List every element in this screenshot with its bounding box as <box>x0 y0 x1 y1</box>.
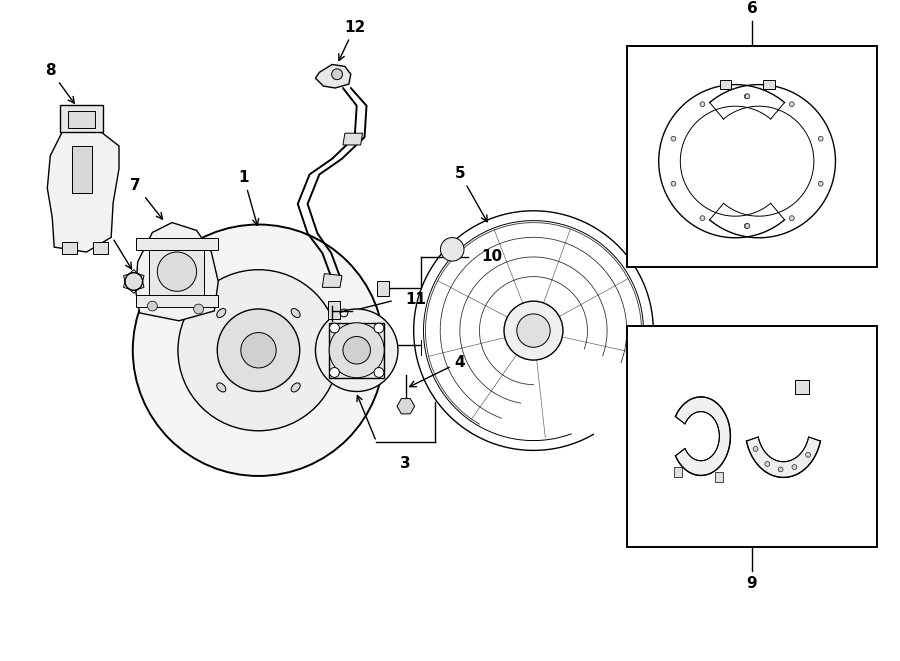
Circle shape <box>194 304 203 314</box>
Bar <box>626 46 878 267</box>
Bar <box>72 146 92 193</box>
Ellipse shape <box>217 383 226 392</box>
Polygon shape <box>136 223 218 321</box>
Circle shape <box>374 368 383 377</box>
Bar <box>60 104 104 132</box>
Circle shape <box>343 336 371 364</box>
Polygon shape <box>397 399 415 414</box>
Polygon shape <box>343 134 363 145</box>
Text: 5: 5 <box>454 166 487 221</box>
Circle shape <box>217 309 300 391</box>
Polygon shape <box>675 397 731 475</box>
Bar <box>377 280 389 296</box>
Bar <box>136 295 218 307</box>
Bar <box>94 242 108 254</box>
Text: 3: 3 <box>400 455 411 471</box>
Bar <box>68 110 95 128</box>
Ellipse shape <box>291 383 301 392</box>
Text: 12: 12 <box>338 20 365 61</box>
Circle shape <box>517 314 550 347</box>
Circle shape <box>440 237 464 261</box>
Circle shape <box>744 94 749 99</box>
Circle shape <box>332 69 343 80</box>
Circle shape <box>178 270 339 431</box>
Text: 11: 11 <box>405 292 426 307</box>
Circle shape <box>329 368 339 377</box>
Bar <box>329 323 384 377</box>
Circle shape <box>700 215 705 221</box>
Circle shape <box>158 252 196 292</box>
Circle shape <box>700 102 705 106</box>
Circle shape <box>125 272 142 290</box>
Text: 6: 6 <box>747 1 758 16</box>
Bar <box>62 242 77 254</box>
Text: 1: 1 <box>238 170 258 225</box>
Text: 8: 8 <box>45 63 74 103</box>
Bar <box>763 80 775 89</box>
Circle shape <box>744 223 749 229</box>
Circle shape <box>753 446 758 451</box>
Circle shape <box>745 223 750 229</box>
Text: 10: 10 <box>482 249 502 264</box>
Circle shape <box>374 323 383 333</box>
Circle shape <box>789 215 794 221</box>
Circle shape <box>792 465 796 469</box>
Circle shape <box>504 301 562 360</box>
Ellipse shape <box>217 309 226 317</box>
Bar <box>796 380 809 394</box>
Bar <box>720 80 732 89</box>
Circle shape <box>778 467 783 472</box>
Circle shape <box>765 461 770 467</box>
Circle shape <box>671 136 676 141</box>
Circle shape <box>806 452 811 457</box>
Polygon shape <box>322 274 342 288</box>
Ellipse shape <box>291 309 301 317</box>
Bar <box>626 326 878 547</box>
Text: 7: 7 <box>130 178 163 219</box>
Circle shape <box>241 332 276 368</box>
Text: 2: 2 <box>101 220 131 269</box>
Polygon shape <box>48 120 119 252</box>
Bar <box>136 238 218 250</box>
Circle shape <box>671 181 676 186</box>
Circle shape <box>315 309 398 391</box>
Circle shape <box>818 181 824 186</box>
Circle shape <box>789 102 794 106</box>
Text: 4: 4 <box>410 354 465 387</box>
Bar <box>328 301 340 319</box>
Circle shape <box>818 136 824 141</box>
Polygon shape <box>315 64 351 88</box>
Bar <box>715 472 723 482</box>
Bar <box>149 244 204 299</box>
Circle shape <box>329 323 384 377</box>
Text: 9: 9 <box>747 576 757 592</box>
Circle shape <box>148 301 157 311</box>
Circle shape <box>329 323 339 333</box>
Bar <box>674 467 682 477</box>
Polygon shape <box>746 437 821 477</box>
Circle shape <box>133 225 384 476</box>
Circle shape <box>745 94 750 99</box>
